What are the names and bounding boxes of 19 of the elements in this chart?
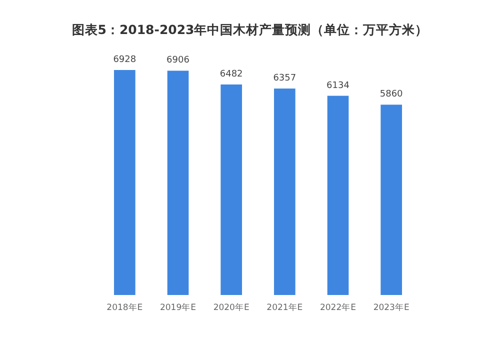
bar — [327, 96, 349, 295]
x-tick-label: 2020年E — [213, 302, 250, 313]
data-label: 6928 — [113, 55, 136, 65]
chart-title: 图表5：2018-2023年中国木材产量预测（单位：万平方米） — [72, 22, 428, 37]
x-tick-label: 2018年E — [106, 302, 143, 313]
bar — [220, 84, 242, 295]
x-tick-label: 2023年E — [373, 302, 410, 313]
x-tick-label: 2019年E — [160, 302, 196, 313]
x-tick-label: 2021年E — [266, 302, 303, 313]
data-label: 6482 — [220, 69, 243, 80]
data-label: 6357 — [273, 74, 296, 84]
data-label: 6134 — [326, 80, 350, 91]
x-tick-label: 2022年E — [320, 302, 356, 313]
bar — [114, 70, 136, 295]
data-label: 5860 — [380, 90, 404, 100]
bar — [274, 88, 296, 295]
bar — [380, 104, 402, 295]
data-label: 6906 — [166, 56, 190, 66]
bar — [167, 70, 189, 295]
